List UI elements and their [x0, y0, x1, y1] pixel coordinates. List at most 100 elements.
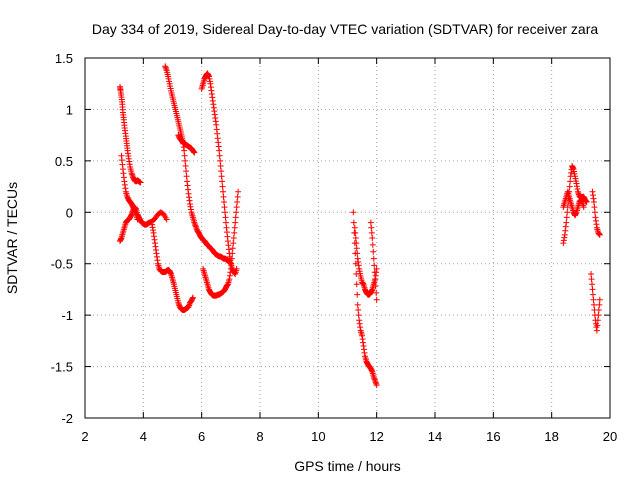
data-point — [230, 235, 237, 241]
data-point — [220, 193, 227, 200]
data-point — [217, 157, 224, 164]
data-point — [594, 322, 601, 329]
series-sat11 — [367, 219, 380, 303]
data-point — [593, 327, 600, 334]
data-point — [221, 199, 228, 205]
data-point — [367, 219, 374, 226]
data-point — [369, 241, 376, 248]
data-point — [355, 312, 362, 319]
data-point — [232, 214, 239, 221]
y-tick-label: -1.5 — [51, 360, 73, 375]
data-point — [595, 312, 602, 319]
x-tick-label: 2 — [81, 429, 88, 444]
y-axis-label: SDTVAR / TECUs — [4, 182, 20, 294]
data-point — [567, 178, 574, 185]
data-point — [369, 235, 376, 241]
data-point — [354, 301, 361, 308]
data-point — [219, 183, 226, 190]
x-tick-label: 20 — [603, 429, 617, 444]
data-point — [355, 307, 362, 313]
data-point — [566, 183, 573, 190]
series-sat6 — [175, 132, 198, 156]
data-point — [373, 289, 380, 296]
data-point — [222, 219, 229, 226]
x-tick-label: 16 — [486, 429, 500, 444]
data-point — [218, 168, 225, 175]
x-tick-label: 6 — [198, 429, 205, 444]
data-point — [350, 219, 357, 226]
data-point — [590, 199, 597, 205]
data-point — [222, 209, 228, 216]
data-point — [233, 209, 240, 216]
data-point — [351, 224, 358, 231]
data-point — [231, 224, 238, 231]
data-point — [590, 301, 597, 308]
data-point — [372, 283, 379, 289]
x-tick-label: 8 — [256, 429, 263, 444]
data-point — [235, 188, 242, 195]
data-point — [370, 255, 377, 262]
data-point — [564, 209, 571, 216]
series-sat5 — [162, 63, 234, 267]
data-point — [373, 296, 380, 303]
data-point — [217, 163, 224, 169]
data-point — [229, 250, 236, 257]
data-point — [230, 240, 237, 247]
y-tick-label: 0.5 — [55, 154, 73, 169]
data-point — [354, 250, 361, 257]
data-point — [182, 163, 189, 169]
data-point — [596, 296, 603, 303]
data-point — [163, 216, 170, 223]
chart-title: Day 334 of 2019, Sidereal Day-to-day VTE… — [92, 21, 598, 37]
data-point — [588, 276, 595, 283]
data-point — [189, 294, 196, 301]
series-sat4 — [149, 221, 196, 313]
data-point — [371, 269, 378, 276]
tick-layer: 2 4 6 8 10 12 14 16 18 20 1.5 1 0.5 0 -0.5 -1 -1.5 -2 — [51, 51, 618, 444]
series-sat1 — [117, 83, 144, 186]
x-tick-label: 18 — [544, 429, 558, 444]
y-tick-label: -0.5 — [51, 257, 73, 272]
data-point — [191, 149, 198, 156]
data-point — [220, 188, 227, 195]
x-tick-label: 4 — [140, 429, 147, 444]
data-point — [233, 204, 240, 211]
y-tick-label: 0 — [66, 205, 73, 220]
data-point — [181, 147, 188, 154]
data-point — [218, 173, 225, 180]
data-point — [353, 245, 360, 252]
data-point — [228, 260, 235, 267]
series-sat13 — [560, 188, 587, 219]
series-sat8 — [200, 188, 242, 299]
data-point — [589, 281, 596, 288]
data-point — [373, 265, 380, 272]
data-point — [590, 296, 597, 303]
data-point — [372, 276, 379, 283]
data-point — [588, 271, 595, 277]
data-point — [368, 229, 375, 236]
data-point — [231, 229, 238, 236]
data-point — [216, 152, 223, 159]
x-axis-label: GPS time / hours — [294, 458, 401, 474]
data-point — [368, 224, 375, 231]
data-point — [354, 291, 361, 298]
series-sat14 — [589, 188, 603, 238]
series-sat9 — [350, 209, 380, 389]
data-point — [580, 204, 587, 211]
data-point — [352, 235, 359, 241]
data-point — [181, 152, 188, 159]
data-point — [352, 229, 359, 236]
y-tick-label: 1 — [66, 102, 73, 117]
data-point — [229, 245, 236, 252]
data-point — [228, 255, 235, 262]
data-point — [353, 240, 360, 247]
data-point — [234, 193, 241, 200]
data-point — [234, 199, 241, 205]
data-point — [591, 209, 598, 216]
data-point — [183, 168, 190, 175]
data-point — [350, 209, 357, 216]
data-point — [373, 382, 380, 389]
y-tick-label: -1 — [61, 308, 73, 323]
x-tick-label: 12 — [369, 429, 383, 444]
